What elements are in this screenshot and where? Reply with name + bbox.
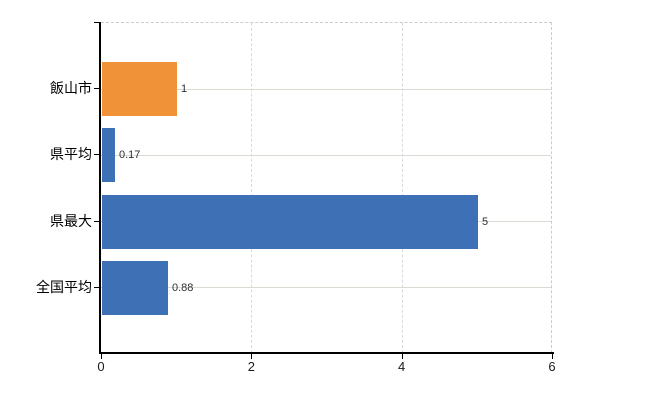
- x-axis-tick: [101, 354, 102, 359]
- bar-value-label: 0.17: [119, 149, 141, 162]
- y-axis-tick: [94, 88, 100, 90]
- bar-県平均: [102, 128, 115, 183]
- x-axis-tick-label: 2: [247, 359, 255, 374]
- horizontal-gridline: [101, 88, 551, 90]
- category-label: 県平均: [50, 146, 92, 163]
- x-axis-tick: [401, 354, 403, 359]
- category-label: 県最大: [50, 212, 92, 229]
- bar-value-label: 5: [482, 215, 489, 228]
- bar-全国平均: [102, 260, 168, 315]
- x-axis-tick: [552, 354, 553, 359]
- x-axis-tick: [251, 354, 253, 359]
- horizontal-gridline: [101, 287, 551, 289]
- vertical-gridline: [401, 23, 403, 353]
- category-label: 全国平均: [36, 278, 92, 295]
- x-axis-tick-label: 0: [97, 359, 105, 374]
- y-axis-tick: [94, 286, 100, 288]
- y-axis-tick: [94, 154, 100, 156]
- x-axis-line: [99, 352, 554, 354]
- y-axis-tick: [94, 220, 100, 222]
- plot-area: 1 0.17 5 0.88: [101, 22, 552, 353]
- x-axis-tick-label: 6: [548, 359, 556, 374]
- y-axis-line: [99, 22, 101, 354]
- bar-value-label: 1: [181, 83, 188, 96]
- bar-value-label: 0.88: [172, 281, 194, 294]
- vertical-gridline: [251, 23, 253, 353]
- horizontal-gridline: [101, 154, 551, 156]
- bar-県最大: [102, 194, 478, 249]
- bar-飯山市: [102, 62, 177, 117]
- y-axis-tick: [94, 22, 100, 23]
- category-label: 飯山市: [50, 80, 92, 97]
- x-axis-tick-label: 4: [398, 359, 406, 374]
